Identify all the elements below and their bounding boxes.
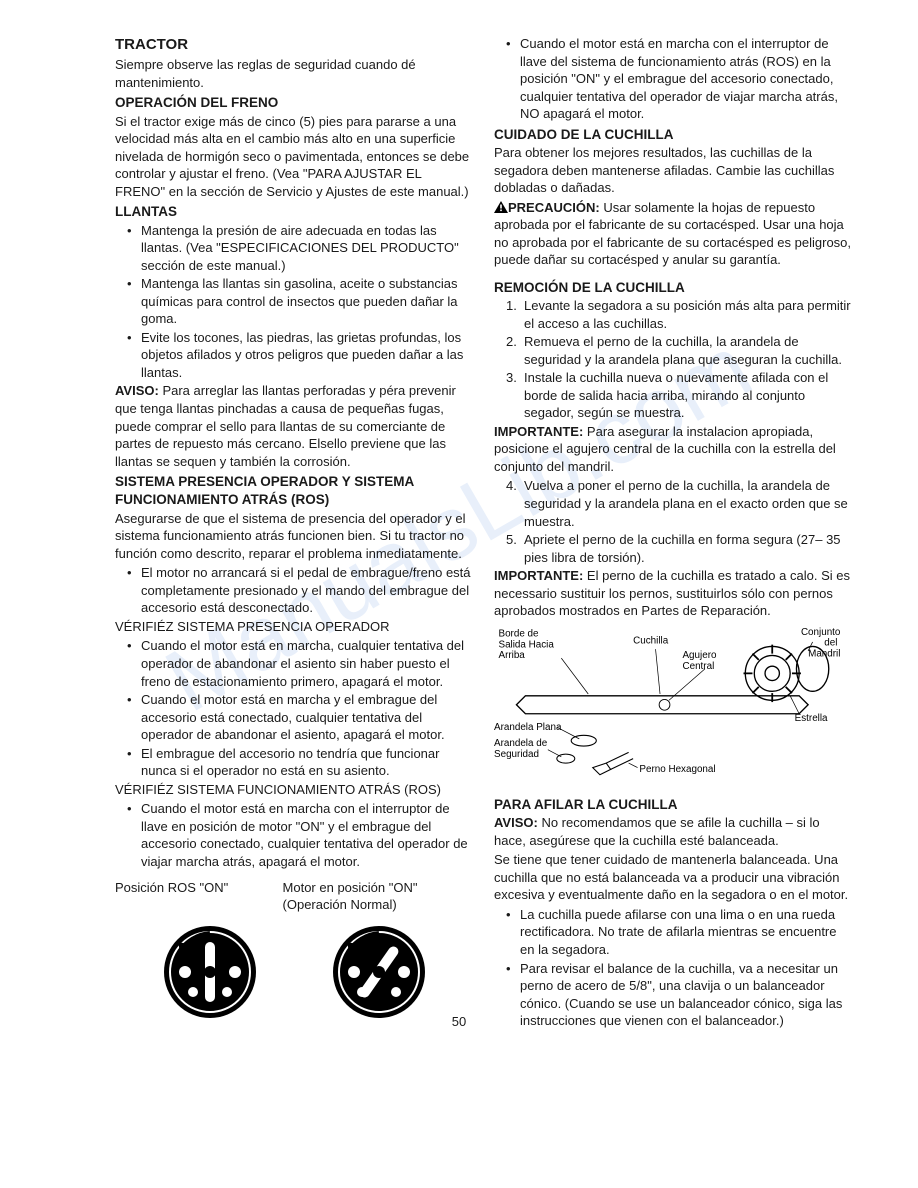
- svg-text:Seguridad: Seguridad: [494, 749, 539, 760]
- precaucion-label: PRECAUCIÓN:: [508, 200, 600, 215]
- list-item: El embrague del accesorio no tendría que…: [129, 745, 474, 780]
- ros-text: Asegurarse de que el sistema de presenci…: [115, 510, 474, 563]
- diagram-label-estrella: Estrella: [795, 713, 828, 724]
- warning-icon: [494, 201, 508, 213]
- remocion-list-a: Levante la segadora a su posición más al…: [494, 297, 853, 422]
- aviso2-paragraph: AVISO: No recomendamos que se afile la c…: [494, 814, 853, 849]
- list-item: Cuando el motor está en marcha y el embr…: [129, 691, 474, 744]
- remocion-list-b: Vuelva a poner el perno de la cuchilla, …: [494, 477, 853, 566]
- afilar-text2: Se tiene que tener cuidado de mantenerla…: [494, 851, 853, 904]
- list-item: Cuando el motor está en marcha con el in…: [508, 35, 853, 123]
- aviso2-label: AVISO:: [494, 815, 538, 830]
- llantas-list: Mantenga la presión de aire adecuada en …: [115, 222, 474, 382]
- diagram-label-agujero: Agujero: [682, 650, 716, 661]
- list-item: Levante la segadora a su posición más al…: [508, 297, 853, 332]
- list-item: Apriete el perno de la cuchilla en forma…: [508, 531, 853, 566]
- dial-labels-row: Posición ROS "ON" Motor en posición "ON"…: [115, 879, 474, 914]
- list-item: Para revisar el balance de la cuchilla, …: [508, 960, 853, 1030]
- dial-label-right: Motor en posición "ON" (Operación Normal…: [283, 879, 464, 914]
- verifiz2-list: Cuando el motor está en marcha con el in…: [115, 800, 474, 870]
- freno-text: Si el tractor exige más de cinco (5) pie…: [115, 113, 474, 201]
- verifiz1-list: Cuando el motor está en marcha, cualquie…: [115, 637, 474, 779]
- svg-text:Mandril: Mandril: [808, 648, 840, 659]
- dial-row: [115, 922, 474, 1022]
- blade-diagram: Borde de Salida Hacia Arriba Cuchilla Ag…: [494, 624, 853, 790]
- intro-text: Siempre observe las reglas de seguridad …: [115, 56, 474, 91]
- list-item: La cuchilla puede afilarse con una lima …: [508, 906, 853, 959]
- list-item: Remueva el perno de la cuchilla, la aran…: [508, 333, 853, 368]
- aviso-label: AVISO:: [115, 383, 159, 398]
- importante1-label: IMPORTANTE:: [494, 424, 583, 439]
- list-item: Mantenga la presión de aire adecuada en …: [129, 222, 474, 275]
- heading-ros: SISTEMA PRESENCIA OPERADOR Y SISTEMA FUN…: [115, 473, 474, 509]
- diagram-label-borde: Borde de: [498, 628, 539, 639]
- diagram-label-conjunto: Conjunto: [801, 627, 841, 638]
- left-column: TRACTOR Siempre observe las reglas de se…: [25, 35, 474, 1031]
- list-item: Vuelva a poner el perno de la cuchilla, …: [508, 477, 853, 530]
- heading-llantas: LLANTAS: [115, 203, 474, 221]
- aviso-paragraph: AVISO: Para arreglar las llantas perfora…: [115, 382, 474, 470]
- precaucion-paragraph: PRECAUCIÓN: Usar solamente la hojas de r…: [494, 199, 853, 269]
- dial-label-left: Posición ROS "ON": [115, 879, 272, 914]
- list-item: El motor no arrancará si el pedal de emb…: [129, 564, 474, 617]
- aviso-text: Para arreglar las llantas perforadas y p…: [115, 383, 456, 468]
- list-item: Mantenga las llantas sin gasolina, aceit…: [129, 275, 474, 328]
- svg-text:Arriba: Arriba: [498, 650, 525, 661]
- verifiz2-text: VÉRIFIÉZ SISTEMA FUNCIONAMIENTO ATRÁS (R…: [115, 781, 474, 799]
- heading-remocion: REMOCIÓN DE LA CUCHILLA: [494, 279, 853, 297]
- diagram-label-cuchilla: Cuchilla: [633, 636, 669, 647]
- list-item: Instale la cuchilla nueva o nuevamente a…: [508, 369, 853, 422]
- aviso2-text: No recomendamos que se afile la cuchilla…: [494, 815, 820, 848]
- right-column: Cuando el motor está en marcha con el in…: [494, 35, 893, 1031]
- ros-list1: El motor no arrancará si el pedal de emb…: [115, 564, 474, 617]
- heading-tractor: TRACTOR: [115, 35, 474, 55]
- verifiz1-text: VÉRIFIÉZ SISTEMA PRESENCIA OPERADOR: [115, 618, 474, 636]
- hex-bolt-icon: [593, 752, 633, 774]
- ros-dial-icon: [160, 922, 260, 1022]
- heading-freno: OPERACIÓN DEL FRENO: [115, 94, 474, 112]
- importante2-paragraph: IMPORTANTE: El perno de la cuchilla es t…: [494, 567, 853, 620]
- blade-diagram-svg: Borde de Salida Hacia Arriba Cuchilla Ag…: [494, 624, 853, 786]
- diagram-label-arandela-plana: Arandela Plana: [494, 722, 562, 733]
- svg-text:Salida Hacia: Salida Hacia: [498, 639, 554, 650]
- list-item: Evite los tocones, las piedras, las grie…: [129, 329, 474, 382]
- heading-afilar: PARA AFILAR LA CUCHILLA: [494, 796, 853, 814]
- importante1-paragraph: IMPORTANTE: Para asegurar la instalacion…: [494, 423, 853, 476]
- importante2-label: IMPORTANTE:: [494, 568, 583, 583]
- on-dial-icon: [329, 922, 429, 1022]
- afilar-list: La cuchilla puede afilarse con una lima …: [494, 906, 853, 1030]
- svg-text:Central: Central: [682, 661, 714, 672]
- heading-cuidado: CUIDADO DE LA CUCHILLA: [494, 126, 853, 144]
- cuidado-text: Para obtener los mejores resultados, las…: [494, 144, 853, 197]
- list-item: Cuando el motor está en marcha, cualquie…: [129, 637, 474, 690]
- svg-text:del: del: [824, 637, 837, 648]
- diagram-label-perno: Perno Hexagonal: [639, 764, 715, 775]
- list-item: Cuando el motor está en marcha con el in…: [129, 800, 474, 870]
- page-columns: TRACTOR Siempre observe las reglas de se…: [25, 35, 893, 1031]
- top-continued-list: Cuando el motor está en marcha con el in…: [494, 35, 853, 123]
- diagram-label-arandela-seg: Arandela de: [494, 738, 548, 749]
